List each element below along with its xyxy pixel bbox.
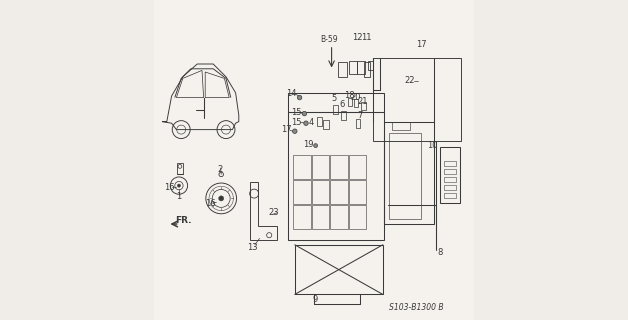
Text: 23: 23 — [269, 208, 279, 217]
Text: 20: 20 — [350, 93, 361, 102]
Text: 4: 4 — [309, 118, 314, 127]
Text: 2: 2 — [217, 165, 222, 174]
Text: B-59: B-59 — [320, 36, 338, 44]
Circle shape — [304, 121, 308, 125]
Text: 16: 16 — [205, 199, 215, 208]
Text: 11: 11 — [362, 33, 372, 42]
Text: 22: 22 — [405, 76, 415, 85]
Circle shape — [313, 144, 318, 148]
Text: 15: 15 — [291, 118, 302, 127]
Text: 13: 13 — [247, 243, 258, 252]
Text: S103-B1300 B: S103-B1300 B — [389, 303, 444, 312]
Circle shape — [298, 95, 302, 100]
Circle shape — [302, 111, 306, 116]
Circle shape — [177, 184, 181, 187]
Text: 12: 12 — [352, 33, 363, 42]
Text: 1: 1 — [176, 192, 181, 201]
Text: FR.: FR. — [175, 216, 192, 225]
Text: 9: 9 — [313, 295, 318, 304]
Text: 15: 15 — [291, 108, 302, 117]
Text: 19: 19 — [303, 140, 314, 149]
Text: 21: 21 — [357, 97, 368, 106]
Text: 7: 7 — [358, 111, 363, 120]
Text: 17: 17 — [416, 40, 426, 49]
Text: 10: 10 — [427, 141, 438, 150]
Text: 18: 18 — [344, 92, 355, 100]
Text: 6: 6 — [339, 100, 345, 109]
Circle shape — [293, 129, 297, 133]
Text: 14: 14 — [286, 89, 297, 98]
Text: 16: 16 — [164, 183, 175, 192]
Circle shape — [219, 196, 224, 201]
Text: 5: 5 — [331, 94, 337, 103]
Text: 8: 8 — [438, 248, 443, 257]
Text: 17: 17 — [281, 125, 292, 134]
